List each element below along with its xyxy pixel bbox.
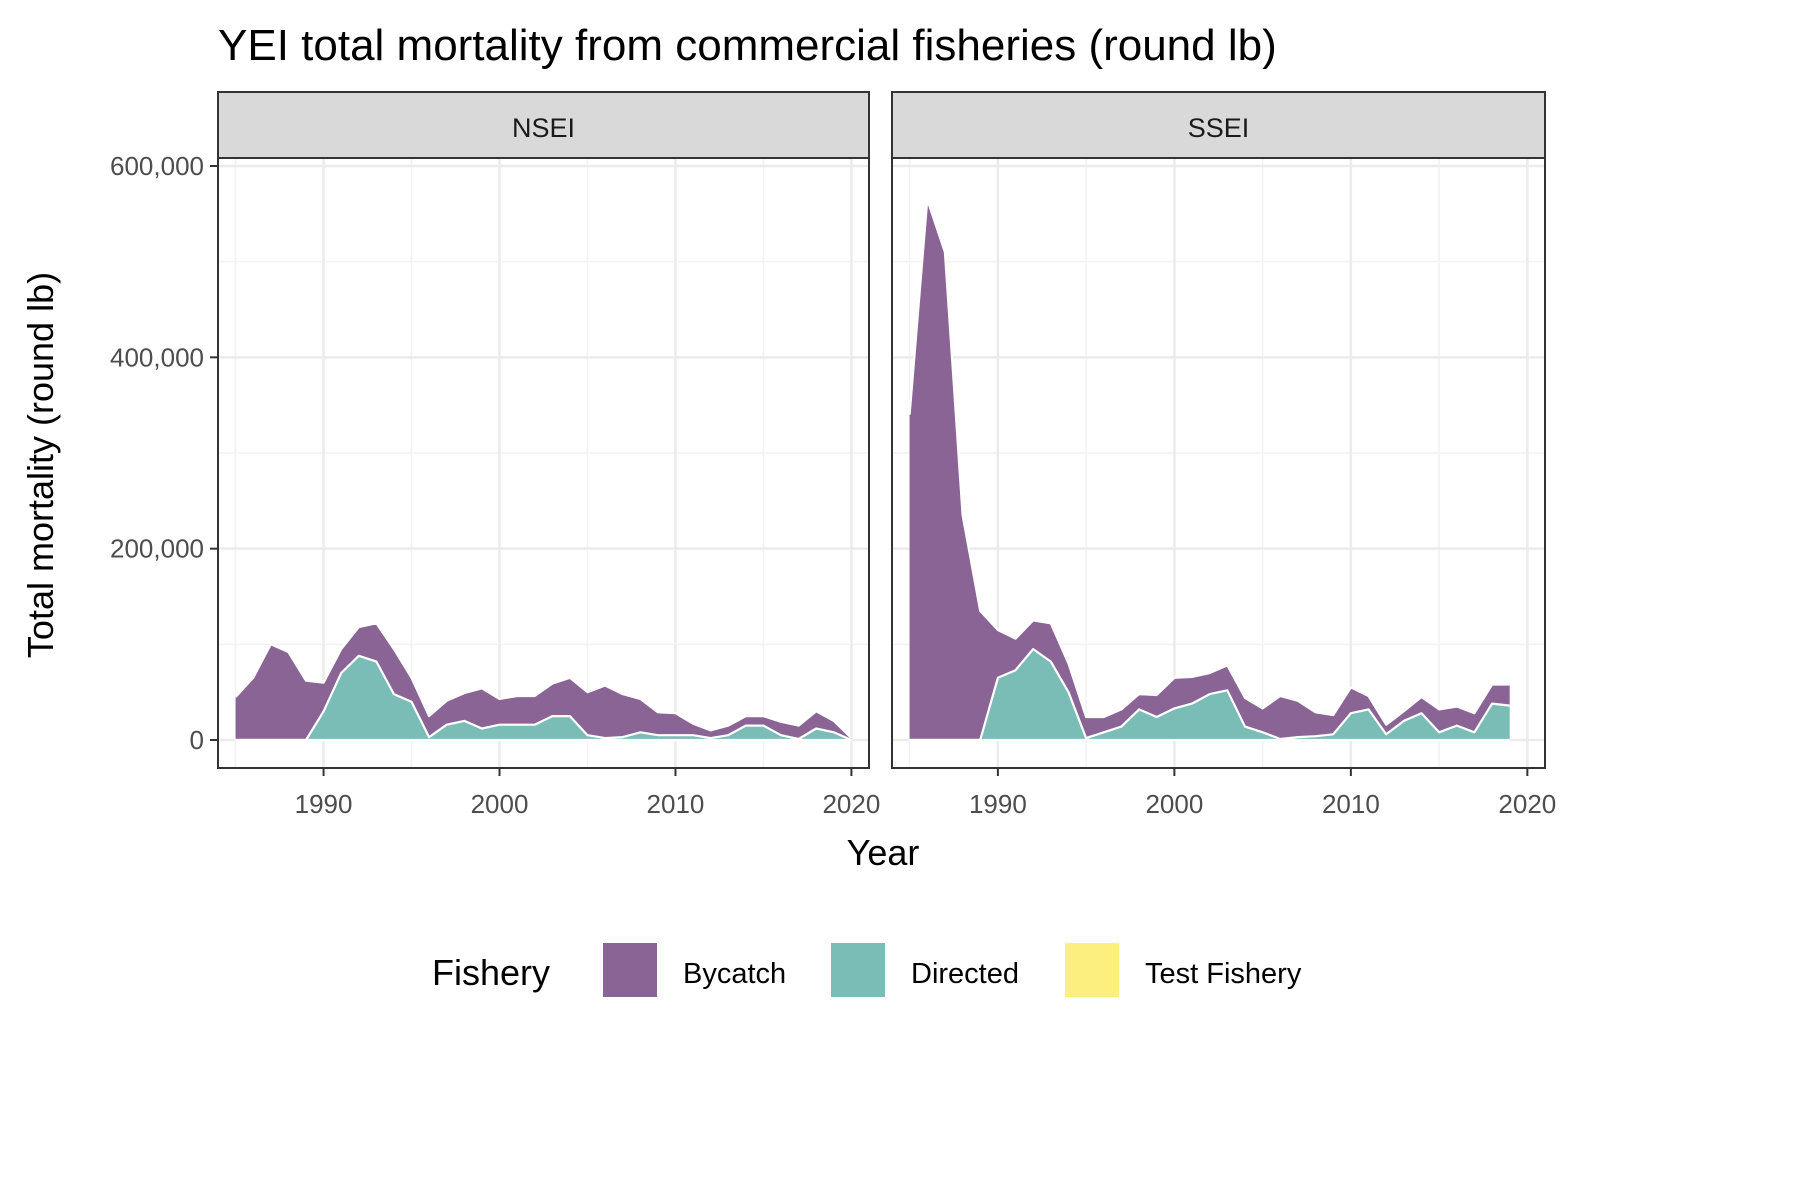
facet-strip <box>217 91 870 159</box>
area-outline-bycatch <box>234 622 853 739</box>
legend-label-directed: Directed <box>911 958 1019 990</box>
panel-ssei: SSEI 1990 2000 2010 2020 <box>891 91 1556 819</box>
x-tick-label: 2000 <box>471 789 529 819</box>
area-directed <box>235 655 852 740</box>
y-tick-label: 0 <box>190 725 204 755</box>
legend-key-directed <box>831 943 885 997</box>
x-tick-label: 2000 <box>1145 789 1203 819</box>
y-tick-label: 200,000 <box>110 534 204 564</box>
panel-border <box>217 157 870 769</box>
legend-label-bycatch: Bycatch <box>683 958 786 990</box>
legend-key-test-fishery <box>1065 943 1119 997</box>
plot-background <box>218 158 869 768</box>
x-tick-label: 1990 <box>969 789 1027 819</box>
x-tick-label: 1990 <box>295 789 353 819</box>
area-outline-directed <box>909 648 1510 742</box>
x-tick-label: 2010 <box>647 789 705 819</box>
area-bycatch <box>909 199 1510 740</box>
y-tick-label: 400,000 <box>110 342 204 372</box>
x-tick-label: 2020 <box>1498 789 1556 819</box>
chart-title: YEI total mortality from commercial fish… <box>218 21 1277 70</box>
legend-label-test-fishery: Test Fishery <box>1145 958 1302 990</box>
panel-border <box>891 157 1546 769</box>
legend-key-bycatch <box>603 943 657 997</box>
x-tick-label: 2020 <box>822 789 880 819</box>
facet-strip-label: SSEI <box>1188 113 1250 143</box>
area-outline-directed <box>235 654 852 742</box>
x-axis-title: Year <box>847 832 920 873</box>
x-tick-label: 2010 <box>1322 789 1380 819</box>
chart-figure: YEI total mortality from commercial fish… <box>20 21 1556 997</box>
panel-nsei: NSEI 1990 2000 2010 2020 0 200,000 400,000 600,0… <box>110 91 880 819</box>
facet-strip-label: NSEI <box>512 113 575 143</box>
legend-title: Fishery <box>432 952 550 993</box>
chart-svg: YEI total mortality from commercial fish… <box>20 21 1556 997</box>
panels-layer: NSEI 1990 2000 2010 2020 0 200,000 400,000 600,0… <box>110 91 1556 819</box>
y-axis-title: Total mortality (round lb) <box>20 272 61 658</box>
legend: Fishery Bycatch Directed Test Fishery <box>432 943 1302 997</box>
area-outline-bycatch <box>908 198 1510 726</box>
y-tick-label: 600,000 <box>110 151 204 181</box>
area-bycatch <box>235 623 852 740</box>
